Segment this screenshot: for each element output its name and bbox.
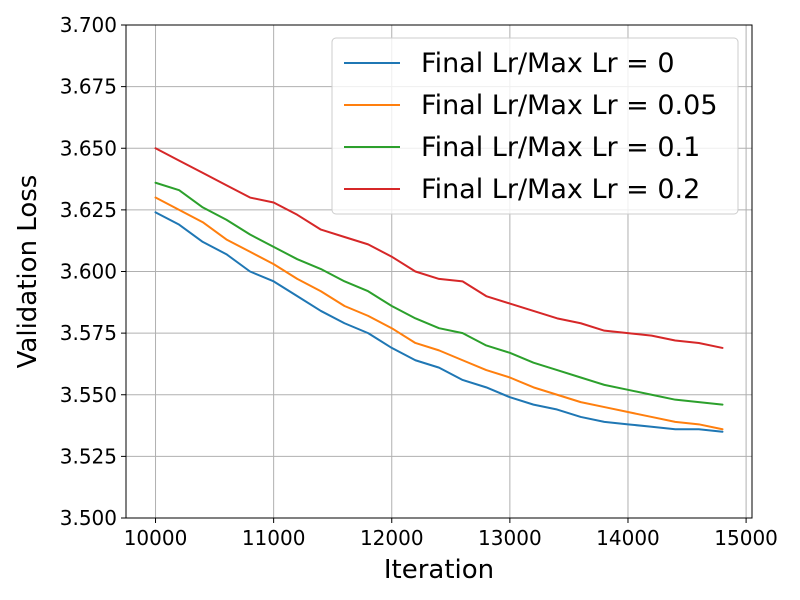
legend: Final Lr/Max Lr = 0 Final Lr/Max Lr = 0.0… — [331, 37, 739, 215]
x-tick-label: 11000 — [242, 526, 306, 550]
y-tick-label: 3.500 — [60, 506, 117, 530]
axis-ticks: 10000 11000 12000 13000 14000 15000 3.500 3.525… — [60, 13, 778, 550]
y-tick-label: 3.625 — [60, 198, 117, 222]
series-line-2 — [154, 181, 724, 406]
x-tick-label: 14000 — [596, 526, 660, 550]
series-line-3 — [154, 147, 724, 349]
y-tick-label: 3.700 — [60, 13, 117, 37]
legend-entry-label: Final Lr/Max Lr = 0.2 — [421, 174, 700, 205]
x-tick-label: 15000 — [714, 526, 778, 550]
y-tick-label: 3.600 — [60, 260, 117, 284]
x-tick-label: 12000 — [360, 526, 424, 550]
y-axis-label: Validation Loss — [13, 175, 43, 369]
series-line-0 — [154, 211, 724, 433]
series-lines — [154, 147, 724, 433]
legend-box — [331, 37, 739, 215]
y-tick-label: 3.650 — [60, 136, 117, 160]
y-tick-label: 3.675 — [60, 75, 117, 99]
legend-entry-label: Final Lr/Max Lr = 0.05 — [421, 90, 718, 121]
legend-entry-label: Final Lr/Max Lr = 0 — [421, 48, 675, 79]
legend-entry-label: Final Lr/Max Lr = 0.1 — [421, 132, 700, 163]
x-axis-label: Iteration — [384, 555, 494, 585]
y-tick-label: 3.525 — [60, 444, 117, 468]
y-tick-label: 3.550 — [60, 383, 117, 407]
x-tick-label: 10000 — [124, 526, 188, 550]
y-tick-label: 3.575 — [60, 321, 117, 345]
series-line-1 — [154, 196, 724, 431]
x-tick-label: 13000 — [478, 526, 542, 550]
